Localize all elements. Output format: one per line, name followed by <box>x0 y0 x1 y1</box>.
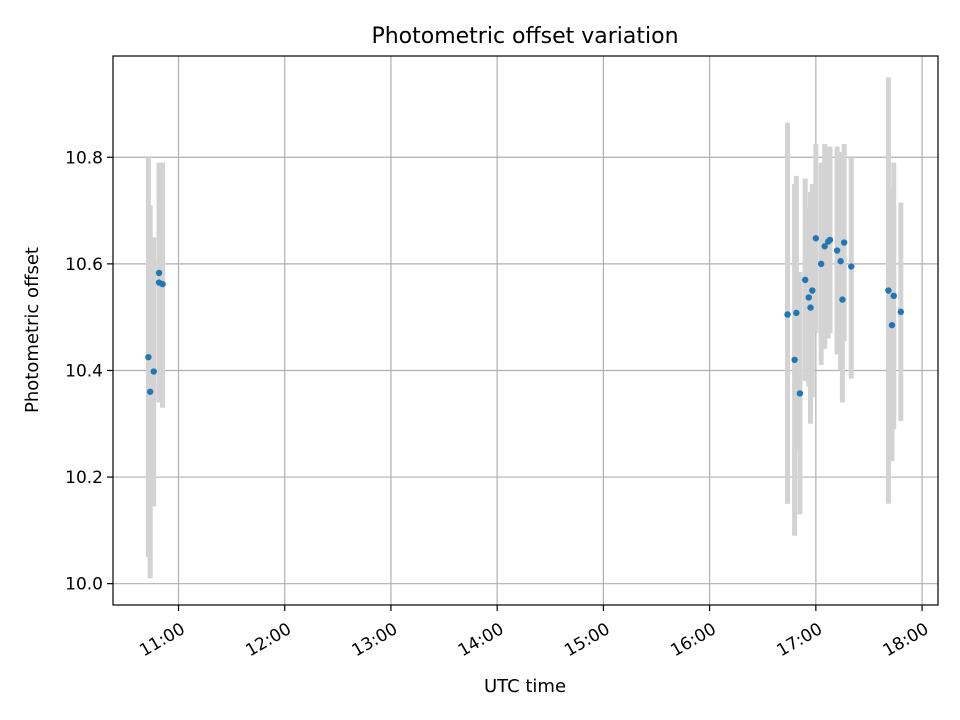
y-tick-label: 10.4 <box>65 361 103 381</box>
data-point <box>805 294 812 301</box>
y-tick-label: 10.2 <box>65 468 103 488</box>
plot-frame <box>112 55 939 606</box>
data-point <box>840 239 848 246</box>
data-point <box>809 287 816 294</box>
x-tick-label: 11:00 <box>136 619 188 661</box>
data-point <box>837 258 844 265</box>
x-axis-label: UTC time <box>484 676 566 697</box>
data-point <box>897 308 905 316</box>
x-axis-ticks: 11:00 12:00 13:00 14:00 15:00 16:00 17:00 18:00 <box>136 605 932 661</box>
data-point <box>807 304 814 311</box>
data-point <box>817 260 825 268</box>
data-point <box>150 368 157 375</box>
data-point <box>848 263 855 270</box>
x-tick-label: 15:00 <box>561 619 613 661</box>
data-point <box>888 321 896 329</box>
data-point <box>826 236 834 244</box>
y-axis-ticks: 10.0 10.2 10.4 10.6 10.8 <box>65 148 113 595</box>
data-points <box>145 235 905 397</box>
data-point <box>784 311 791 318</box>
x-tick-label: 12:00 <box>242 619 294 661</box>
y-tick-label: 10.8 <box>65 148 103 168</box>
data-point <box>796 390 804 397</box>
data-point <box>155 269 163 277</box>
x-tick-label: 14:00 <box>455 619 507 661</box>
y-tick-label: 10.0 <box>65 575 103 595</box>
data-point <box>146 388 154 395</box>
y-axis-label: Photometric offset <box>22 247 43 413</box>
x-tick-label: 16:00 <box>667 619 719 661</box>
data-point <box>821 243 828 250</box>
data-point <box>791 356 798 364</box>
x-tick-label: 18:00 <box>880 619 932 661</box>
data-point <box>833 247 841 254</box>
data-point <box>159 280 166 288</box>
x-tick-label: 13:00 <box>349 619 401 661</box>
data-point <box>885 287 892 294</box>
data-point <box>839 296 846 303</box>
x-tick-label: 17:00 <box>774 619 826 661</box>
y-tick-label: 10.6 <box>65 255 103 275</box>
data-point <box>145 353 152 361</box>
data-point <box>793 309 800 317</box>
data-point <box>802 276 809 284</box>
error-bars <box>145 77 904 579</box>
chart-title: Photometric offset variation <box>371 24 678 49</box>
data-point <box>812 235 820 242</box>
data-point <box>890 292 897 300</box>
